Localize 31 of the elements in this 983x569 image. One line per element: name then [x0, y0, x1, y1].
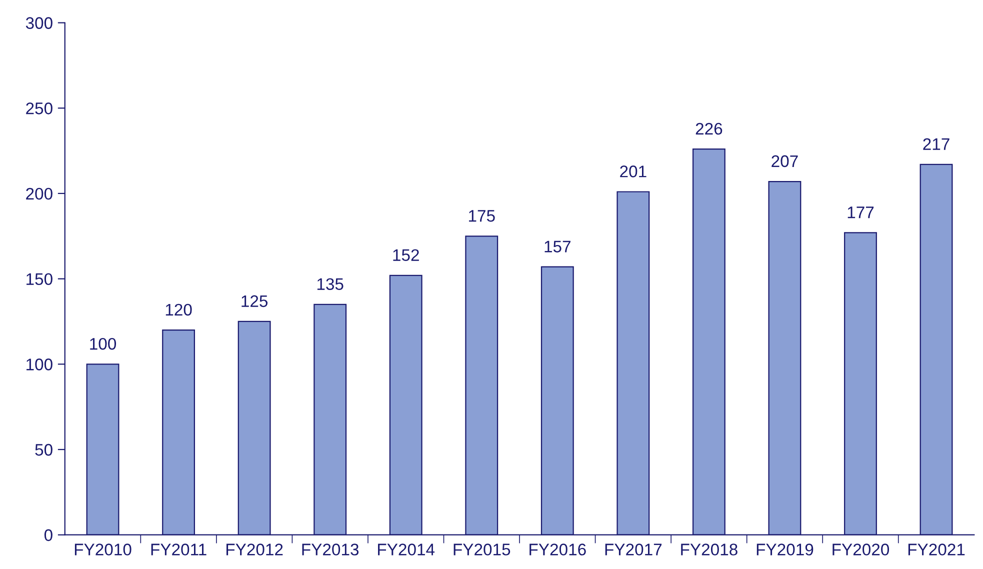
data-label: 177 [848, 206, 874, 218]
y-tick-label: 250 [26, 102, 52, 114]
data-label: 125 [242, 295, 268, 308]
data-label: 201 [620, 166, 646, 178]
data-label: 175 [469, 210, 495, 222]
data-label: 135 [317, 278, 344, 290]
x-tick-label: FY2018 [681, 544, 738, 556]
x-tick-label: FY2013 [302, 544, 359, 556]
x-tick-label: FY2015 [454, 544, 510, 556]
y-tick-label: 50 [35, 444, 52, 456]
data-label: 217 [923, 138, 950, 150]
y-tick-label: 200 [26, 188, 52, 200]
y-tick-label: 0 [44, 529, 52, 542]
x-tick-label: FY2016 [530, 544, 586, 556]
x-tick-label: FY2021 [908, 544, 965, 556]
y-tick-label: 150 [26, 273, 52, 286]
x-tick-label: FY2020 [832, 544, 890, 556]
x-tick-label: FY2019 [756, 544, 814, 556]
y-tick-label: 100 [26, 358, 52, 370]
x-tick-label: FY2012 [226, 544, 283, 556]
data-label: 157 [544, 240, 570, 252]
data-label: 207 [772, 155, 798, 168]
data-label: 226 [696, 122, 722, 135]
x-tick-label: FY2011 [151, 544, 206, 556]
data-label: 120 [166, 304, 192, 316]
y-tick-label: 300 [26, 17, 52, 29]
x-tick-label: FY2017 [605, 544, 662, 556]
data-label: 152 [393, 249, 419, 261]
x-tick-label: FY2010 [74, 544, 132, 556]
data-label: 100 [90, 338, 116, 350]
x-tick-label: FY2014 [378, 544, 435, 556]
